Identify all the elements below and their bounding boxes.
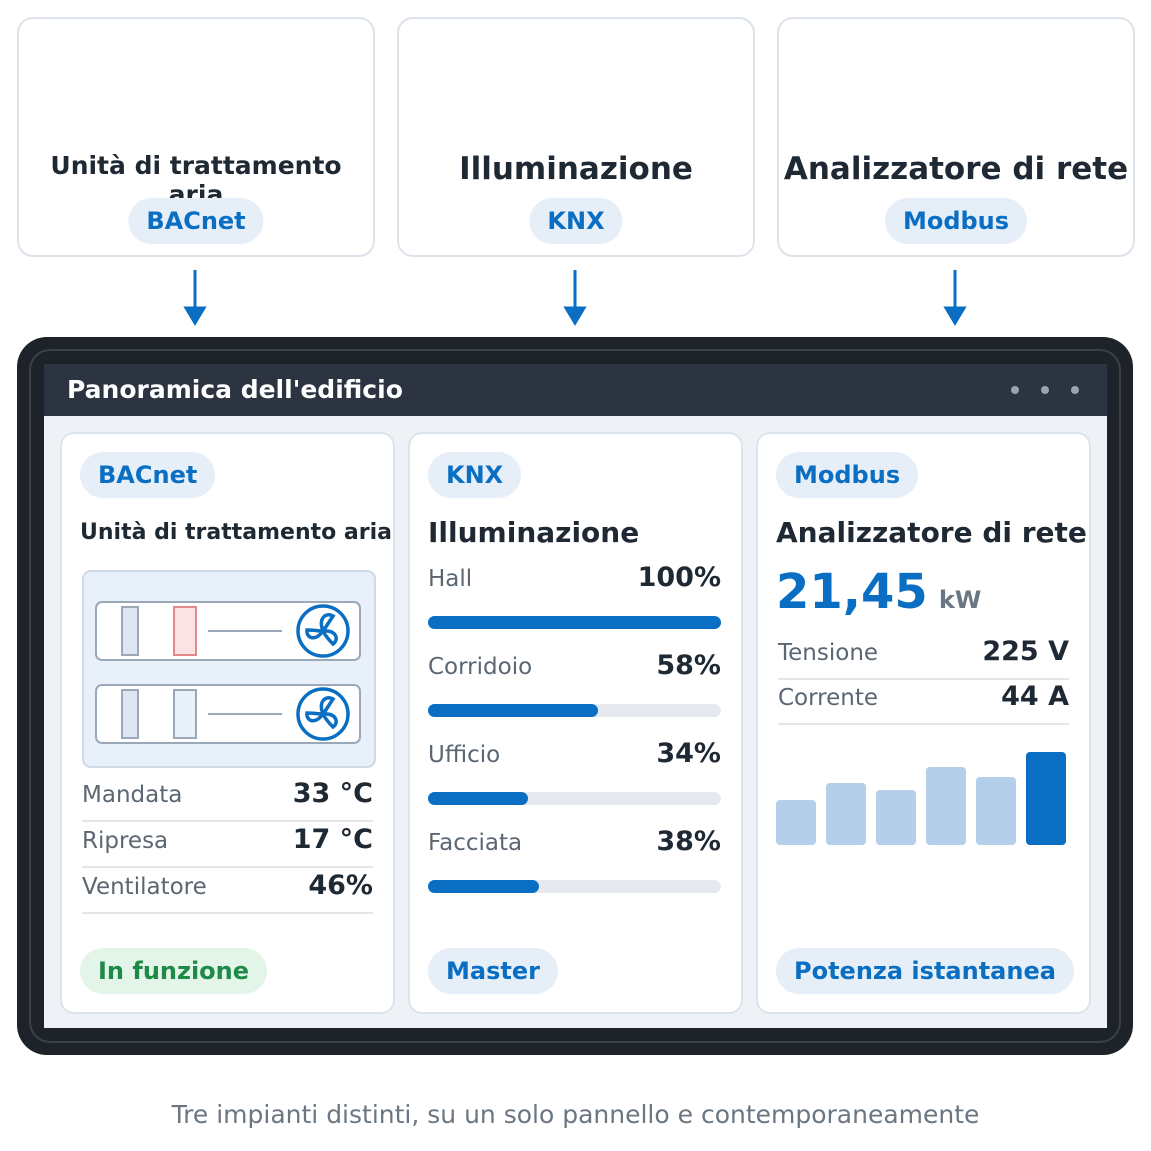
reading-row: Mandata 33 °C: [82, 776, 373, 822]
reading-value: 44 A: [1001, 681, 1069, 712]
reading-label: Mandata: [82, 782, 183, 808]
zone-label: Facciata: [428, 830, 523, 856]
level-bar: [428, 704, 598, 717]
ahu-card: BACnet Unità di trattamento aria Mandata…: [60, 432, 395, 1014]
protocol-badge: Modbus: [776, 452, 919, 498]
power-reading: 21,45 kW: [776, 564, 981, 620]
reading-value: 17 °C: [292, 824, 373, 855]
power-bar: [876, 790, 916, 845]
reading-label: Ventilatore: [82, 874, 207, 900]
zone-value: 100%: [637, 562, 721, 593]
source-card: Illuminazione KNX: [397, 17, 755, 257]
device-bezel: [29, 349, 1121, 1043]
caption: Tre impianti distinti, su un solo pannel…: [171, 1100, 980, 1129]
source-title: Analizzatore di rete: [783, 151, 1129, 187]
lighting-card: KNX Illuminazione Hall 100% Corridoio 58% Uf…: [408, 432, 743, 1014]
zone-value: 34%: [656, 738, 721, 769]
level-bar: [428, 792, 528, 805]
zone-label: Corridoio: [428, 654, 533, 680]
reading-label: Ripresa: [82, 828, 169, 854]
reading-row: Corrente 44 A: [778, 679, 1069, 725]
card-title: Unità di trattamento aria: [80, 520, 393, 545]
power-bar: [976, 777, 1016, 845]
level-track: [428, 880, 721, 893]
power-bar: [926, 767, 966, 845]
reading-row: Tensione 225 V: [778, 634, 1069, 680]
level-bar: [428, 880, 540, 893]
zone-label: Hall: [428, 566, 473, 592]
source-card: Unità di trattamento aria BACnet: [17, 17, 375, 257]
card-title: Analizzatore di rete: [776, 516, 1087, 549]
zone-value: 38%: [656, 826, 721, 857]
power-value: 21,45: [776, 564, 928, 620]
source-card: Analizzatore di rete Modbus: [777, 17, 1135, 257]
power-bar: [1026, 752, 1066, 845]
menu-dots: [1011, 386, 1079, 394]
arrows: [183, 270, 967, 326]
ahu-diagram: [82, 570, 376, 768]
protocol-badge: Modbus: [884, 198, 1028, 244]
reading-label: Tensione: [778, 640, 879, 666]
zone-label: Ufficio: [428, 742, 501, 768]
level-track: [428, 616, 721, 629]
reading-label: Corrente: [778, 685, 879, 711]
protocol-badge: BACnet: [80, 452, 216, 498]
mode-badge: Master: [428, 948, 558, 994]
reading-row: Ventilatore 46%: [82, 868, 373, 914]
level-bar: [428, 616, 721, 629]
screen-header: [44, 364, 1107, 416]
source-title: Unità di trattamento aria: [50, 151, 342, 209]
protocol-badge: KNX: [428, 452, 522, 498]
zone-value: 58%: [656, 650, 721, 681]
reading-row: Ripresa 17 °C: [82, 822, 373, 868]
power-bar: [826, 783, 866, 845]
meter-card: Modbus Analizzatore di rete 21,45 kW Ten…: [756, 432, 1091, 1014]
status-badge: In funzione: [80, 948, 268, 994]
chart-label: Potenza istantanea: [776, 948, 1074, 994]
level-track: [428, 704, 721, 717]
protocol-badge: KNX: [529, 198, 623, 244]
reading-value: 46%: [308, 870, 373, 901]
card-title: Illuminazione: [428, 516, 640, 549]
power-unit: kW: [938, 586, 982, 614]
reading-value: 225 V: [982, 636, 1069, 667]
source-title: Illuminazione: [459, 151, 693, 187]
panel-title: Panoramica dell'edificio: [67, 375, 403, 404]
power-bar: [776, 800, 816, 845]
level-track: [428, 792, 721, 805]
protocol-badge: BACnet: [128, 198, 264, 244]
reading-value: 33 °C: [292, 778, 373, 809]
